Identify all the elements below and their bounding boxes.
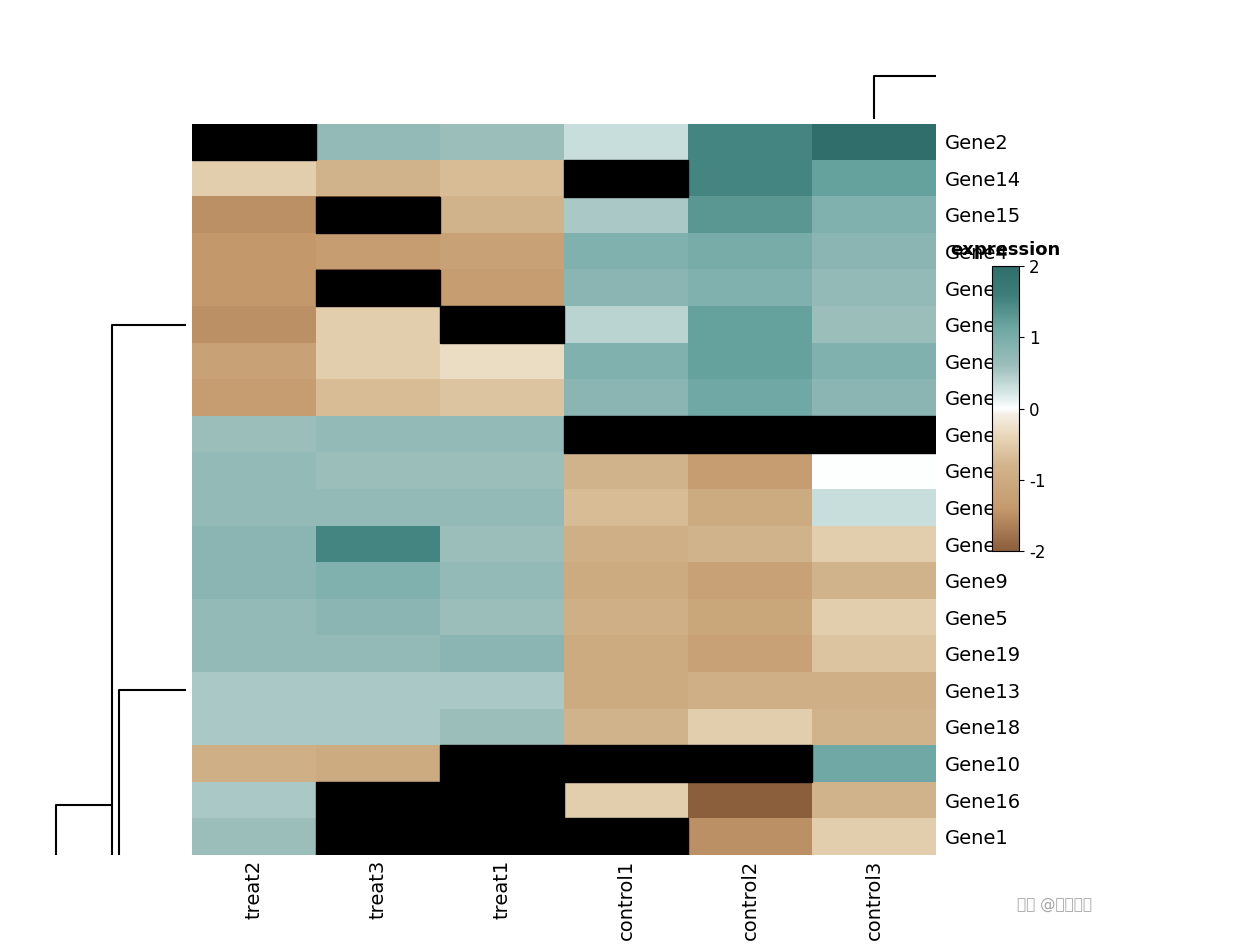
- Bar: [316, 818, 440, 855]
- Bar: [316, 782, 440, 818]
- Bar: [316, 197, 440, 233]
- Title: expression: expression: [951, 241, 1060, 259]
- Bar: [564, 745, 688, 782]
- Bar: [440, 306, 564, 343]
- Bar: [440, 782, 564, 818]
- Bar: [192, 124, 316, 160]
- Text: 知乎 @名本无名: 知乎 @名本无名: [1017, 897, 1091, 912]
- Bar: [564, 416, 688, 452]
- Bar: [316, 270, 440, 306]
- Bar: [688, 416, 812, 452]
- Bar: [688, 745, 812, 782]
- Bar: [440, 818, 564, 855]
- Bar: [564, 818, 688, 855]
- Bar: [564, 160, 688, 197]
- Bar: [812, 416, 936, 452]
- Bar: [440, 745, 564, 782]
